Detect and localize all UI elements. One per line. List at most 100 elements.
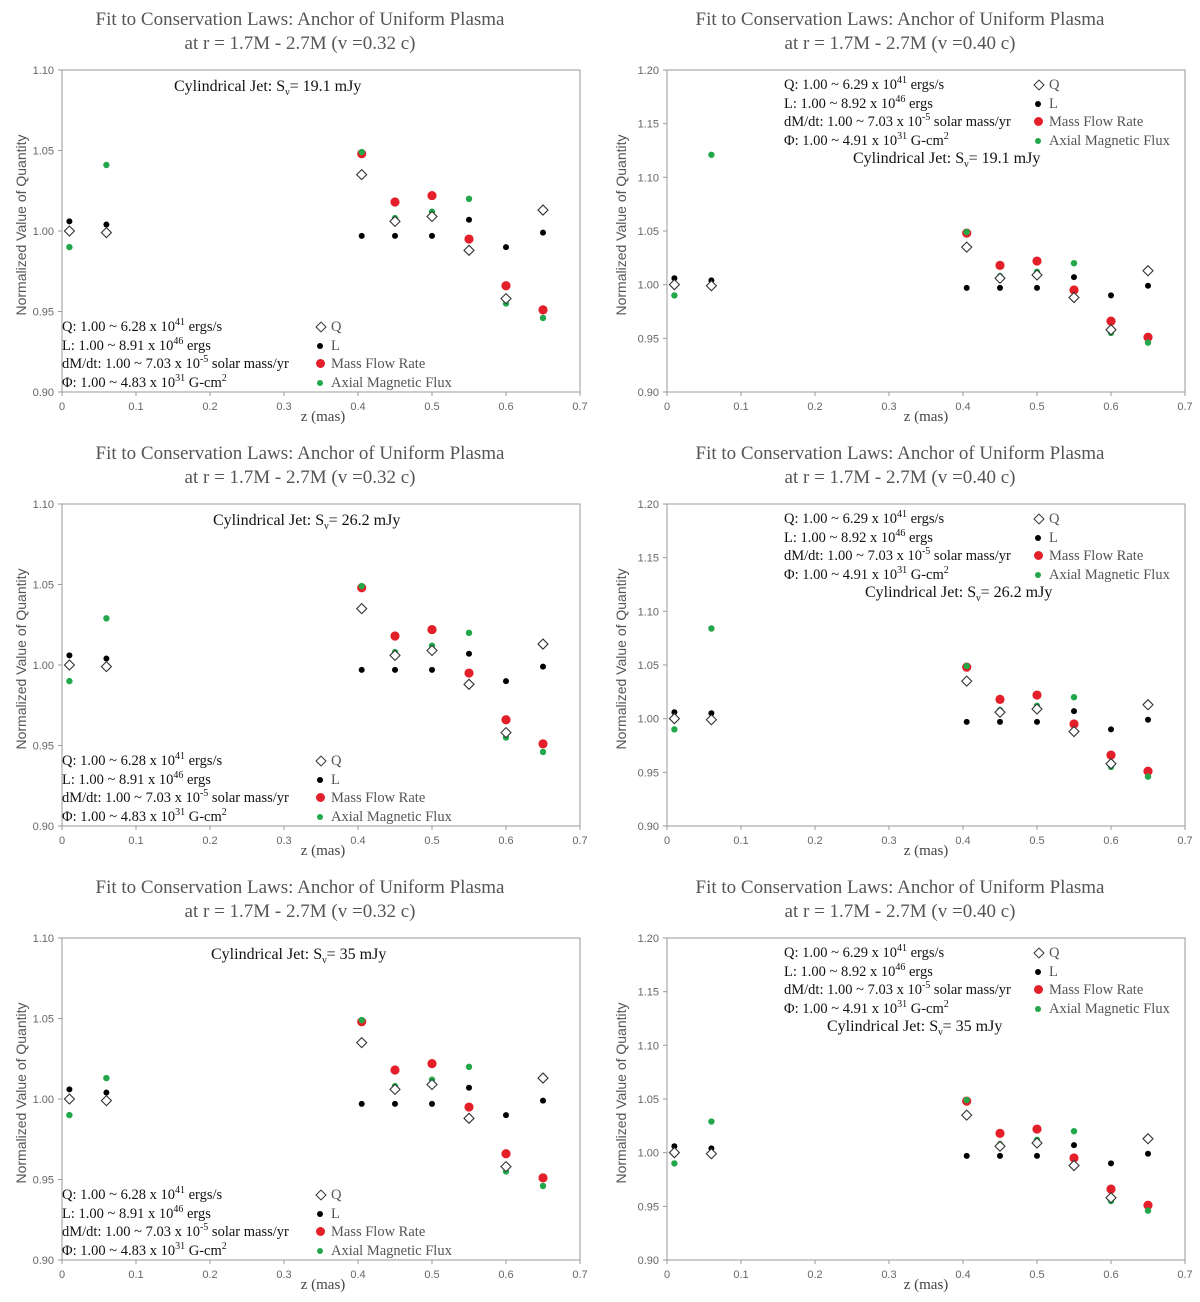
y-tick-label: 1.20 — [638, 499, 659, 511]
axial-flux-point — [358, 1016, 365, 1024]
mass-flow-point — [538, 305, 548, 315]
q-point — [994, 706, 1006, 719]
x-tick-label: 0.2 — [807, 401, 822, 413]
x-tick-label: 0.3 — [881, 1269, 896, 1281]
y-tick-label: 1.00 — [638, 714, 659, 726]
axial-flux-point — [465, 195, 473, 202]
chart-panel-2: 0 0.1 0.2 0.3 0.4 0.5 0.6 0.7 0.90 0.95 1.00 1.05 1.… — [600, 0, 1200, 434]
y-tick-label: 0.90 — [33, 387, 54, 399]
q-point — [426, 644, 438, 657]
x-tick-label: 0.1 — [733, 401, 748, 413]
q-point — [63, 659, 76, 671]
mass-flow-point — [1032, 256, 1042, 266]
x-tick-label: 0.4 — [350, 1269, 365, 1281]
l-point — [429, 232, 435, 239]
mass-flow-point — [464, 668, 474, 678]
x-tick-label: 0.6 — [498, 1269, 513, 1281]
l-point — [429, 1100, 435, 1107]
legend-q: Q — [1033, 944, 1170, 963]
y-tick-label: 1.05 — [638, 226, 659, 238]
q-point — [100, 660, 113, 673]
chart-panel-6: 0 0.1 0.2 0.3 0.4 0.5 0.6 0.7 0.90 0.95 1.00 1.05 1.… — [600, 868, 1200, 1302]
chart-title: Fit to Conservation Laws: Anchor of Unif… — [695, 877, 1105, 898]
y-tick-label: 1.00 — [33, 660, 54, 672]
diamond-marker-icon — [315, 321, 327, 333]
axial-flux-point — [1070, 694, 1078, 701]
axial-flux-point — [358, 148, 365, 156]
chart-subtitle: at r = 1.7M - 2.7M (v =0.32 c) — [184, 467, 416, 488]
q-point — [1142, 1132, 1154, 1145]
legend-axial-flux: Axial Magnetic Flux — [316, 808, 452, 827]
parameter-info: Q: 1.00 ~ 6.28 x 1041 ergs/s L: 1.00 ~ 8… — [62, 1186, 289, 1260]
info-phi: Φ: 1.00 ~ 4.91 x 1031 G-cm2 — [784, 564, 949, 583]
q-point — [1068, 1159, 1080, 1172]
q-point — [63, 225, 76, 237]
x-tick-label: 0.6 — [1103, 1269, 1118, 1281]
legend: Q L Mass Flow Rate Axial Magnetic Flux — [1033, 510, 1170, 584]
legend-l: L — [1034, 529, 1170, 548]
diamond-marker-icon — [1033, 513, 1045, 525]
x-tick-label: 0.3 — [276, 835, 291, 847]
chart-title: Fit to Conservation Laws: Anchor of Unif… — [695, 443, 1105, 464]
chart-title: Fit to Conservation Laws: Anchor of Unif… — [695, 9, 1105, 30]
q-point — [389, 1083, 401, 1096]
parameter-info: Q: 1.00 ~ 6.28 x 1041 ergs/s L: 1.00 ~ 8… — [62, 318, 289, 392]
x-axis-label: z (mas) — [903, 409, 949, 425]
l-point — [997, 284, 1003, 291]
q-point — [389, 215, 401, 228]
x-tick-label: 0.6 — [498, 835, 513, 847]
dot-marker-icon — [1035, 534, 1041, 541]
mass-flow-point — [390, 1065, 400, 1075]
legend-mass-flow: Mass Flow Rate — [1034, 547, 1170, 566]
mass-flow-point — [995, 260, 1005, 270]
y-tick-label: 0.90 — [33, 1255, 54, 1267]
l-point — [103, 1089, 110, 1096]
info-m: dM/dt: 1.00 ~ 7.03 x 10-5 solar mass/yr — [784, 546, 1011, 564]
l-point — [66, 1086, 73, 1093]
q-point — [463, 1112, 475, 1125]
x-tick-label: 0.4 — [350, 401, 365, 413]
info-l: L: 1.00 ~ 8.92 x 1046 ergs — [784, 527, 933, 546]
q-point — [463, 244, 475, 257]
x-tick-label: 0.5 — [1029, 401, 1044, 413]
info-m: dM/dt: 1.00 ~ 7.03 x 10-5 solar mass/yr — [62, 1222, 289, 1240]
x-tick-label: 0.1 — [128, 835, 143, 847]
l-point — [963, 1152, 970, 1159]
mass-flow-point — [1032, 690, 1042, 700]
info-l: L: 1.00 ~ 8.91 x 1046 ergs — [62, 769, 211, 788]
q-point — [355, 168, 368, 181]
x-tick-label: 0.7 — [1177, 1269, 1192, 1281]
q-point — [705, 713, 718, 726]
l-point — [392, 232, 398, 239]
info-phi: Φ: 1.00 ~ 4.83 x 1031 G-cm2 — [62, 806, 227, 825]
mass-flow-point — [1143, 332, 1153, 342]
axial-flux-point — [103, 1074, 110, 1082]
axial-flux-point — [671, 726, 678, 733]
q-point — [1142, 264, 1154, 277]
x-axis-label: z (mas) — [300, 843, 346, 859]
dot-marker-icon — [1035, 100, 1041, 107]
red-dot-marker-icon — [1034, 117, 1043, 126]
chart-subtitle: at r = 1.7M - 2.7M (v =0.40 c) — [784, 33, 1016, 54]
y-axis-label: Normalized Value of Quantity — [613, 134, 629, 316]
axial-flux-point — [539, 314, 547, 322]
diamond-marker-icon — [1033, 79, 1045, 91]
axial-flux-point — [1144, 773, 1152, 780]
y-tick-label: 1.05 — [33, 1014, 54, 1026]
axial-flux-point — [539, 1182, 547, 1190]
jet-label: Cylindrical Jet: Sν= 35 mJy — [211, 946, 387, 967]
q-point — [355, 1036, 368, 1049]
parameter-info: Q: 1.00 ~ 6.29 x 1041 ergs/s L: 1.00 ~ 8… — [784, 76, 1011, 150]
legend-q: Q — [315, 1186, 452, 1205]
y-tick-label: 1.00 — [638, 280, 659, 292]
x-tick-label: 0.1 — [128, 401, 143, 413]
mass-flow-point — [995, 694, 1005, 704]
q-point — [355, 602, 368, 615]
info-m: dM/dt: 1.00 ~ 7.03 x 10-5 solar mass/yr — [62, 354, 289, 372]
l-point — [503, 1112, 509, 1119]
x-tick-label: 0 — [59, 401, 65, 413]
dot-marker-icon — [317, 776, 323, 783]
q-point — [463, 678, 475, 691]
dot-marker-icon — [1035, 968, 1041, 975]
chart-title: Fit to Conservation Laws: Anchor of Unif… — [95, 443, 505, 464]
